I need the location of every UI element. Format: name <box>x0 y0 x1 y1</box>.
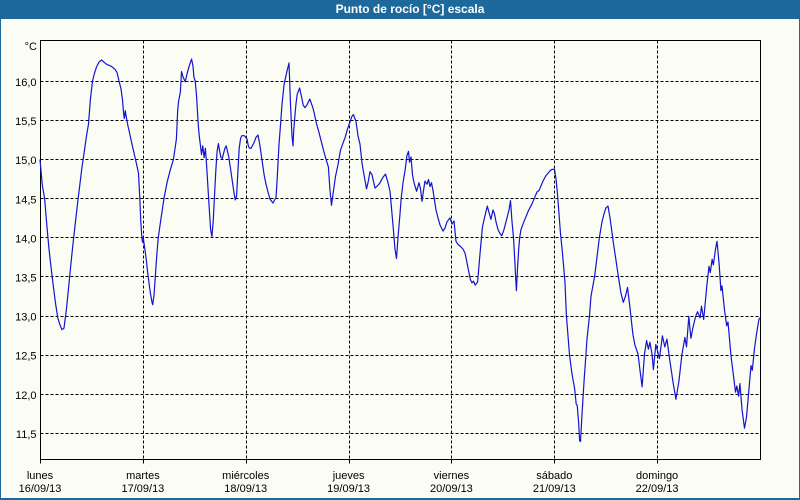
svg-text:12,5: 12,5 <box>15 351 36 363</box>
svg-text:14,5: 14,5 <box>15 194 36 206</box>
svg-text:martes: martes <box>126 470 160 482</box>
svg-text:viernes: viernes <box>434 470 470 482</box>
svg-text:°C: °C <box>25 41 37 53</box>
svg-text:miércoles: miércoles <box>222 470 270 482</box>
svg-text:18/09/13: 18/09/13 <box>224 483 267 495</box>
svg-text:13,5: 13,5 <box>15 273 36 285</box>
svg-text:21/09/13: 21/09/13 <box>533 483 576 495</box>
svg-text:15,5: 15,5 <box>15 116 36 128</box>
svg-text:12,0: 12,0 <box>15 390 36 402</box>
svg-text:jueves: jueves <box>332 470 365 482</box>
svg-text:19/09/13: 19/09/13 <box>327 483 370 495</box>
svg-text:lunes: lunes <box>27 470 54 482</box>
svg-text:15,0: 15,0 <box>15 155 36 167</box>
svg-text:20/09/13: 20/09/13 <box>430 483 473 495</box>
svg-text:17/09/13: 17/09/13 <box>121 483 164 495</box>
svg-text:14,0: 14,0 <box>15 233 36 245</box>
svg-text:sábado: sábado <box>536 470 572 482</box>
svg-text:22/09/13: 22/09/13 <box>636 483 679 495</box>
svg-text:16/09/13: 16/09/13 <box>19 483 62 495</box>
svg-text:13,0: 13,0 <box>15 312 36 324</box>
svg-text:16,0: 16,0 <box>15 77 36 89</box>
svg-text:11,5: 11,5 <box>16 429 37 441</box>
svg-text:domingo: domingo <box>636 470 678 482</box>
